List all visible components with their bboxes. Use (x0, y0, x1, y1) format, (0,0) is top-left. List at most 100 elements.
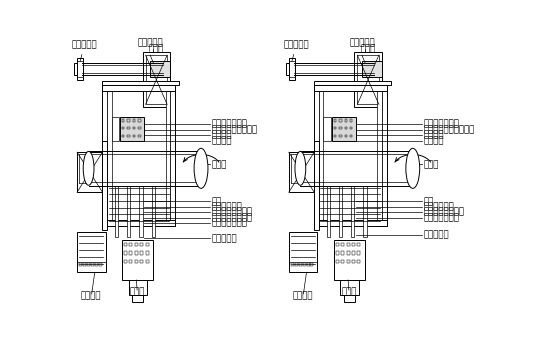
Text: カラー: カラー (360, 45, 376, 54)
Bar (128, 127, 130, 129)
Bar (340, 280, 359, 295)
Bar (140, 186, 142, 237)
Bar (341, 251, 344, 255)
Bar (345, 135, 347, 137)
Text: ハブ: ハブ (212, 197, 222, 206)
Bar (133, 119, 135, 122)
Bar (345, 119, 347, 122)
Bar (146, 55, 167, 105)
Bar (133, 295, 143, 302)
Bar (112, 117, 119, 141)
Bar (350, 119, 353, 122)
Bar (358, 243, 360, 246)
Text: フィールド: フィールド (138, 39, 163, 47)
Bar (138, 127, 141, 129)
Text: アウターディスク: アウターディスク (212, 208, 253, 217)
Text: スタットボルト: スタットボルト (212, 119, 248, 128)
Bar (302, 263, 306, 266)
Bar (133, 135, 135, 137)
Bar (129, 280, 147, 295)
Bar (122, 119, 124, 122)
Bar (295, 263, 298, 266)
Text: ギャップ調整用シム: ギャップ調整用シム (212, 125, 258, 134)
Text: 消音バネ: 消音バネ (212, 136, 232, 145)
Ellipse shape (194, 148, 208, 189)
Bar (346, 260, 350, 263)
Bar (299, 263, 302, 266)
Bar (142, 52, 170, 107)
Bar (98, 263, 102, 266)
Bar (341, 243, 344, 246)
Text: フィールド: フィールド (349, 39, 375, 47)
Bar (120, 117, 144, 141)
Bar (358, 260, 360, 263)
Bar (102, 85, 107, 226)
Bar (138, 119, 141, 122)
Bar (358, 55, 379, 105)
Bar (129, 251, 133, 255)
Bar (122, 135, 124, 137)
Ellipse shape (83, 151, 94, 185)
Text: ギャップ調整ライナー: ギャップ調整ライナー (424, 125, 475, 134)
Bar (350, 127, 353, 129)
Bar (150, 61, 170, 77)
Bar (314, 85, 319, 226)
Bar (102, 80, 179, 85)
Bar (124, 243, 127, 246)
Bar (341, 260, 344, 263)
Text: ハブ: ハブ (424, 197, 434, 206)
Bar (146, 260, 148, 263)
Bar (133, 127, 135, 129)
Bar (346, 243, 350, 246)
Bar (332, 117, 356, 141)
Bar (377, 85, 382, 226)
Text: 取付ボルト: 取付ボルト (212, 234, 238, 243)
Bar (135, 251, 138, 255)
Bar (334, 119, 336, 122)
Text: 回転軸: 回転軸 (424, 160, 439, 169)
Text: 制動バネ: 制動バネ (293, 291, 313, 300)
Text: アーマチュア: アーマチュア (424, 202, 454, 211)
Bar (336, 251, 339, 255)
Bar (135, 260, 138, 263)
Bar (74, 63, 77, 75)
Bar (286, 63, 289, 75)
Bar (314, 85, 387, 91)
Bar (339, 135, 342, 137)
Text: 六角ナット: 六角ナット (72, 40, 97, 62)
Bar (339, 127, 342, 129)
Text: 消音金具: 消音金具 (424, 131, 444, 140)
Bar (123, 240, 153, 280)
Text: アーマチュア: アーマチュア (212, 202, 243, 211)
Bar (129, 260, 133, 263)
Bar (77, 58, 83, 80)
Bar (107, 85, 112, 226)
Bar (135, 243, 138, 246)
Text: 回転軸: 回転軸 (212, 160, 227, 169)
Bar (334, 240, 365, 280)
Bar (336, 260, 339, 263)
Bar (128, 119, 130, 122)
Bar (319, 85, 323, 226)
Bar (362, 61, 382, 77)
Bar (346, 251, 350, 255)
Bar (352, 251, 355, 255)
Bar (102, 220, 175, 226)
Bar (124, 260, 127, 263)
Bar (95, 263, 98, 266)
Bar (334, 127, 336, 129)
Bar (364, 186, 366, 237)
Bar (289, 152, 314, 192)
Text: 取付ボルト: 取付ボルト (424, 231, 449, 240)
Text: カラー: カラー (148, 45, 164, 54)
Bar (152, 186, 155, 237)
Text: インナーディスク: インナーディスク (424, 208, 465, 217)
Bar (339, 186, 342, 237)
Bar (345, 127, 347, 129)
Bar (314, 220, 387, 226)
Bar (140, 243, 143, 246)
Bar (291, 263, 294, 266)
Bar (91, 263, 94, 266)
Bar (128, 135, 130, 137)
Bar (358, 251, 360, 255)
